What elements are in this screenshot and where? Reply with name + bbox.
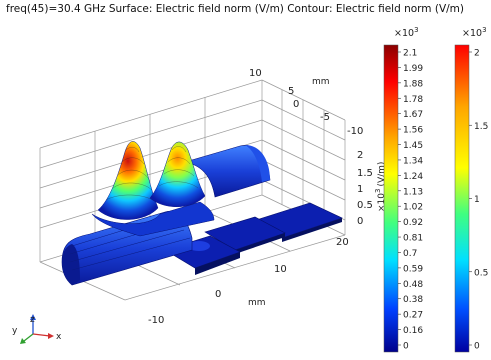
x-tick-3: 20 [336,237,349,248]
z-tick-2: 1 [357,184,363,195]
peak-orange [149,141,206,207]
colorbar-surface-tick-label: 1.78 [403,95,423,105]
colorbar-surface-tick-label: 0.38 [403,295,423,305]
colorbar-contour-tick-label: 0.5 [474,268,488,278]
y-tick-2: 0 [293,99,299,110]
colorbar-contour: ×103 [454,26,487,353]
colorbar-surface-tick-label: 0 [403,342,409,352]
z-tick-0: 0 [357,216,363,227]
colorbar-contour-tick-label: 0 [474,342,480,352]
svg-text:×103: ×103 [394,26,419,39]
colorbar-surface-exponent: 3 [414,26,418,34]
x-axis-unit: mm [248,298,266,308]
colorbar-surface-tick-label: 0.92 [403,218,423,228]
x-tick-0: -10 [148,315,164,326]
colorbar-surface-tick-label: 0.48 [403,280,423,290]
base-plate [91,201,215,237]
triad-y-label: y [12,326,18,336]
x-tick-2: 10 [274,264,287,275]
z-tick-3: 1.5 [357,168,373,179]
svg-text:×103: ×103 [462,26,487,39]
z-tick-4: 2 [357,150,363,161]
y-tick-1: 5 [288,86,294,97]
colorbar-contour-multiplier: ×10 [462,28,482,39]
colorbar-surface-multiplier: ×10 [394,28,414,39]
colorbar-surface-tick-label: 1.99 [403,64,423,74]
colorbar-surface-tick-label: 0.27 [403,311,423,321]
colorbar-surface-tick-label: 2.1 [403,49,417,59]
colorbar-surface-tick-label: 1.34 [403,156,423,166]
colorbar-contour-tick-label: 2 [474,49,480,59]
ridge-back-end [245,145,270,182]
colorbar-surface-tick-label: 0.7 [403,249,417,259]
plot-title: freq(45)=30.4 GHz Surface: Electric fiel… [6,3,465,15]
colorbar-surface-tick-label: 1.45 [403,141,423,151]
colorbar-surface-tick-label: 0.16 [403,326,423,336]
z-unit: (V/m) [377,162,387,187]
colorbar-surface-tick-label: 1.88 [403,79,423,89]
y-axis-unit: mm [312,77,330,87]
colorbar-contour-exponent: 3 [482,26,486,34]
peak-red [97,141,159,220]
svg-text:×103(V/m): ×103 (V/m) [374,162,387,212]
x-tick-1: 0 [215,289,221,300]
surface-plot[interactable] [61,141,343,286]
z-multiplier: ×10 [377,193,387,212]
pad-mid-side [235,233,285,254]
colorbar-contour-labels: 2 1.5 1 0.5 0 [469,49,488,352]
triad-z-label: z [30,315,35,325]
colorbar-surface-tick-label: 0.81 [403,234,423,244]
z-exponent: 3 [374,189,382,193]
z-tick-1: 0.5 [357,200,373,211]
pad-front-side [195,252,240,275]
colorbar-surface-tick-label: 1.02 [403,203,423,213]
colorbar-contour-tick-label: 1 [474,195,480,205]
ridge-front-end [62,244,80,285]
colorbar-surface-tick-label: 1.67 [403,110,423,120]
triad-x-label: x [56,332,62,342]
pad-right-back-side [282,218,342,242]
colorbar-surface-labels: 2.1 1.99 1.88 1.78 1.67 1.56 1.45 1.34 1.24 1.13 1… [398,49,423,352]
y-tick-4: -10 [347,126,363,137]
y-tick-3: -5 [320,112,330,123]
small-bump [188,241,210,251]
colorbar-contour-tick-label: 1.5 [474,122,488,132]
colorbar-surface-tick-label: 1.13 [403,187,423,197]
colorbar-surface-tick-label: 1.24 [403,172,423,182]
colorbar-surface-tick-label: 1.56 [403,126,423,136]
colorbar-surface: ×103 [383,26,419,353]
y-tick-0: 10 [249,68,262,79]
colorbar-surface-tick-label: 0.59 [403,264,423,274]
axis-triad: z x y [12,314,62,344]
